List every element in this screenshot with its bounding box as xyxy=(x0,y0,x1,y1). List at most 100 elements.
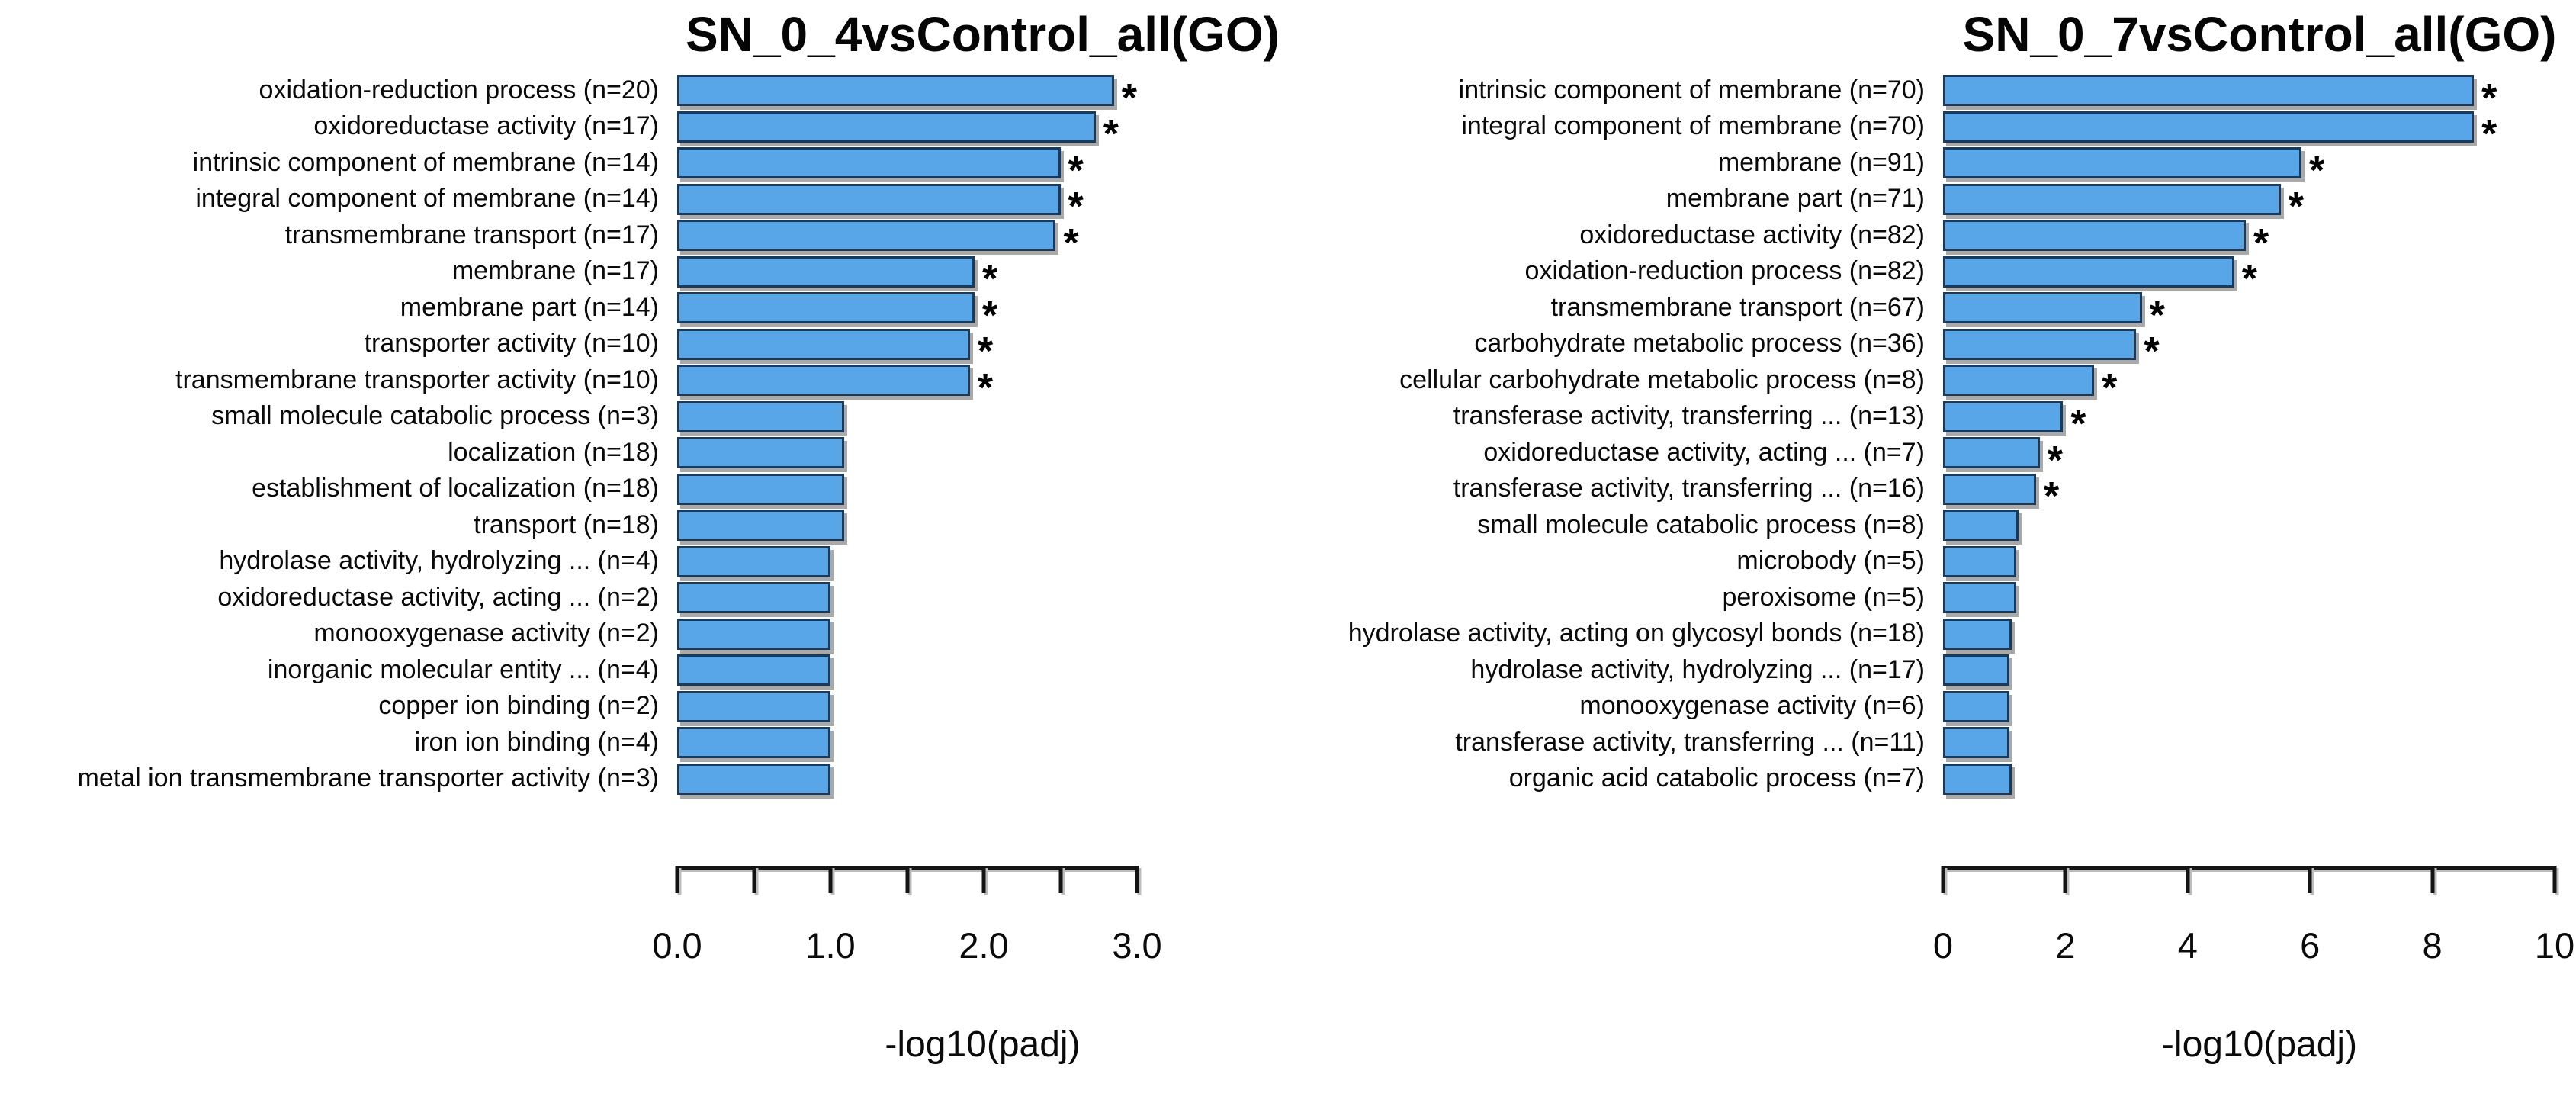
bar xyxy=(677,400,845,432)
chart-title: SN_0_7vsControl_all(GO) xyxy=(1962,7,2557,62)
category-label: membrane (n=17) xyxy=(451,256,659,286)
bar-track: * xyxy=(1943,292,2555,336)
bar xyxy=(1943,618,2012,650)
bar-track: * xyxy=(677,328,1137,371)
bar xyxy=(1943,365,2095,397)
bar xyxy=(677,328,970,360)
bar-track xyxy=(677,654,1137,686)
category-label: metal ion transmembrane transporter acti… xyxy=(77,764,659,793)
bar xyxy=(1943,437,2040,469)
bar-track xyxy=(1943,727,2555,759)
category-label: membrane part (n=14) xyxy=(400,292,659,322)
bar-row: membrane (n=17) * xyxy=(0,254,1288,299)
category-label: transmembrane transporter activity (n=10… xyxy=(175,365,659,394)
axis-tick xyxy=(2063,866,2067,893)
category-label: oxidoreductase activity (n=82) xyxy=(1579,220,1925,249)
bar xyxy=(1943,690,2010,722)
bar-track xyxy=(677,473,1137,505)
bar-track xyxy=(1943,654,2555,686)
category-label: transferase activity, transferring ... (… xyxy=(1455,727,1925,757)
axis-tick xyxy=(1941,866,1945,893)
bar-track: * xyxy=(677,75,1137,118)
bar xyxy=(677,365,970,397)
category-label: small molecule catabolic process (n=3) xyxy=(211,401,659,431)
axis-tick xyxy=(675,866,679,893)
category-label: copper ion binding (n=2) xyxy=(378,691,659,721)
category-label: localization (n=18) xyxy=(448,437,659,467)
bar-row: small molecule catabolic process (n=3) xyxy=(0,399,1288,436)
bar-row: hydrolase activity, hydrolyzing ... (n=4… xyxy=(0,544,1288,580)
axis-tick xyxy=(752,866,756,893)
bar-row: hydrolase activity, acting on glycosyl b… xyxy=(1288,616,2576,653)
category-label: intrinsic component of membrane (n=14) xyxy=(192,147,659,177)
bar-track xyxy=(677,618,1137,650)
axis-tick-label: 1.0 xyxy=(805,925,856,966)
bar xyxy=(677,510,845,542)
bar-track xyxy=(677,510,1137,542)
bar-track: * xyxy=(1943,365,2555,408)
bar-track: * xyxy=(677,256,1137,299)
bar xyxy=(677,183,1061,215)
bar xyxy=(1943,510,2019,542)
bar-row: oxidoreductase activity (n=17) * xyxy=(0,109,1288,154)
category-label: microbody (n=5) xyxy=(1736,546,1925,576)
category-label: iron ion binding (n=4) xyxy=(414,727,659,757)
bar xyxy=(677,582,830,614)
bar xyxy=(1943,183,2281,215)
bar-row: integral component of membrane (n=70) * xyxy=(1288,109,2576,154)
bar-row: localization (n=18) xyxy=(0,435,1288,471)
bar-row: transporter activity (n=10) * xyxy=(0,326,1288,371)
bar xyxy=(1943,400,2064,432)
category-label: monooxygenase activity (n=2) xyxy=(313,619,659,648)
axis-tick xyxy=(2308,866,2312,893)
axis-tick xyxy=(1058,866,1062,893)
bar xyxy=(1943,111,2475,143)
axis-tick-label: 6 xyxy=(2300,925,2321,966)
bar-track xyxy=(677,582,1137,614)
bar-row: small molecule catabolic process (n=8) xyxy=(1288,507,2576,544)
category-label: oxidoreductase activity, acting ... (n=7… xyxy=(1483,437,1925,467)
bar xyxy=(677,437,845,469)
axis-tick-label: 2 xyxy=(2055,925,2076,966)
category-label: establishment of localization (n=18) xyxy=(252,474,659,503)
bar-track xyxy=(1943,510,2555,542)
category-label: carbohydrate metabolic process (n=36) xyxy=(1474,329,1925,358)
bar-track: * xyxy=(1943,437,2555,481)
bar xyxy=(1943,75,2475,107)
bar-row: establishment of localization (n=18) xyxy=(0,471,1288,508)
bars-area: oxidation-reduction process (n=20) * oxido… xyxy=(0,72,1288,797)
category-label: oxidoreductase activity, acting ... (n=2… xyxy=(217,582,659,612)
bar-track: * xyxy=(1943,111,2555,154)
bar-row: microbody (n=5) xyxy=(1288,544,2576,580)
bar-track xyxy=(677,690,1137,722)
bar-row: integral component of membrane (n=14) * xyxy=(0,182,1288,227)
axis-tick xyxy=(905,866,909,893)
bar-row: copper ion binding (n=2) xyxy=(0,689,1288,725)
bar-row: transferase activity, transferring ... (… xyxy=(1288,471,2576,516)
bar xyxy=(1943,328,2137,360)
bar xyxy=(677,147,1061,179)
bar-row: cellular carbohydrate metabolic process … xyxy=(1288,362,2576,408)
bar-track xyxy=(677,763,1137,795)
bar-track xyxy=(677,400,1137,432)
bar xyxy=(677,545,830,577)
bar-track xyxy=(1943,545,2555,577)
bars-area: intrinsic component of membrane (n=70) * i… xyxy=(1288,72,2576,797)
bar-row: transport (n=18) xyxy=(0,507,1288,544)
category-label: oxidation-reduction process (n=20) xyxy=(259,75,659,104)
bar-row: hydrolase activity, hydrolyzing ... (n=1… xyxy=(1288,652,2576,689)
axis-tick-label: 10 xyxy=(2534,925,2575,966)
bar xyxy=(677,473,845,505)
category-label: integral component of membrane (n=14) xyxy=(195,184,659,214)
bar-track: * xyxy=(1943,147,2555,191)
bar-row: membrane part (n=71) * xyxy=(1288,182,2576,227)
bar-row: oxidation-reduction process (n=82) * xyxy=(1288,254,2576,299)
bar-row: oxidation-reduction process (n=20) * xyxy=(0,72,1288,118)
chart-title: SN_0_4vsControl_all(GO) xyxy=(686,7,1280,62)
bar-track: * xyxy=(677,183,1137,227)
category-label: membrane (n=91) xyxy=(1717,147,1925,177)
category-label: oxidation-reduction process (n=82) xyxy=(1524,256,1925,286)
category-label: transferase activity, transferring ... (… xyxy=(1453,474,1925,503)
bar-track: * xyxy=(677,111,1137,154)
